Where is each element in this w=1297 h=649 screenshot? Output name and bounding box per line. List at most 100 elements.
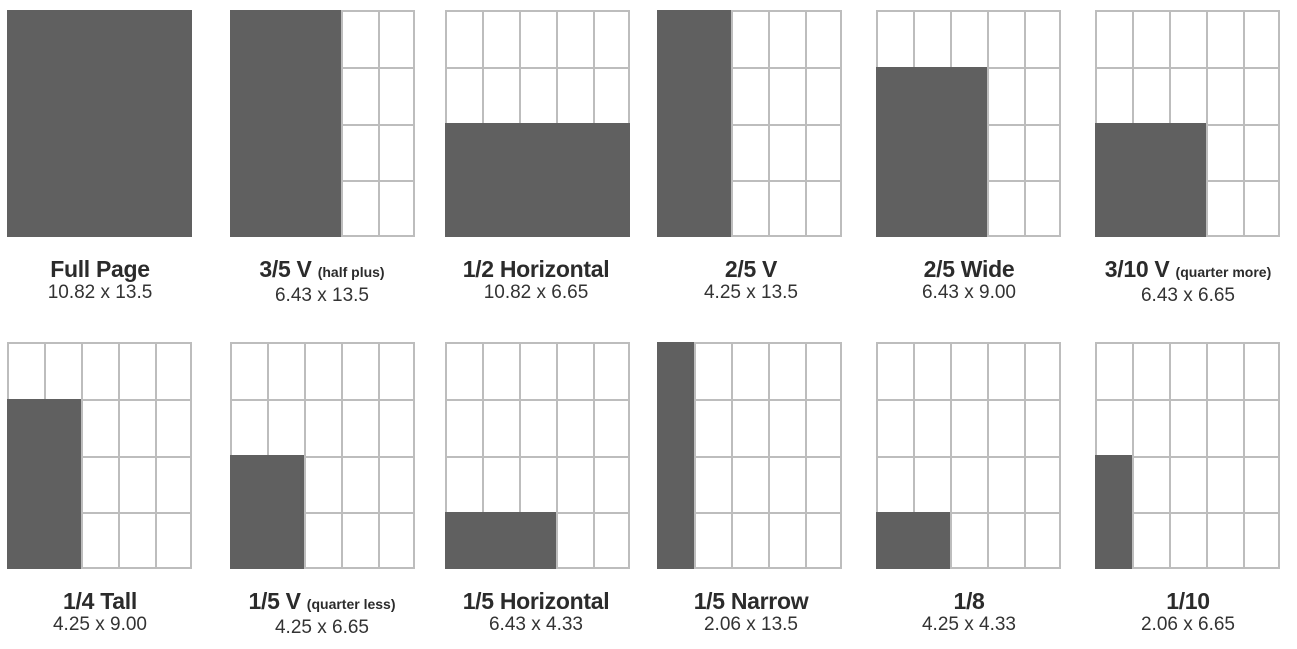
ad-size-dimensions: 4.25 x 4.33 — [921, 614, 1017, 635]
ad-size-name: 1/2 Horizontal — [426, 256, 646, 282]
page-grid — [1095, 342, 1280, 569]
ad-area-block — [657, 10, 731, 237]
grid-column-line — [413, 10, 415, 237]
ad-size-caption: 3/5 V (half plus) 6.43 x 13.5 — [212, 256, 432, 307]
grid-column-line — [413, 342, 415, 569]
grid-column-line — [1278, 342, 1280, 569]
grid-column-line — [987, 10, 989, 237]
ad-size-label: 3/10 V — [1104, 256, 1170, 282]
grid-column-line — [876, 342, 878, 569]
ad-size-dimensions: 10.82 x 13.5 — [47, 282, 153, 303]
ad-size-caption: 1/8 4.25 x 4.33 — [859, 588, 1079, 636]
ad-size-qualifier: (quarter less) — [306, 596, 396, 612]
page-grid — [657, 342, 842, 569]
grid-row-line — [657, 399, 842, 401]
grid-column-line — [1169, 342, 1171, 569]
grid-row-line — [7, 456, 192, 458]
grid-row-line — [445, 342, 630, 344]
page-grid — [445, 342, 630, 569]
ad-area-block — [445, 512, 556, 569]
ad-size-caption: 1/4 Tall 4.25 x 9.00 — [0, 588, 210, 636]
grid-row-line — [230, 456, 415, 458]
grid-column-line — [913, 342, 915, 569]
grid-column-line — [341, 342, 343, 569]
grid-column-line — [1278, 10, 1280, 237]
ad-size-label: 1/8 — [953, 588, 985, 614]
ad-size-caption: 3/10 V (quarter more) 6.43 x 6.65 — [1078, 256, 1297, 307]
grid-row-line — [876, 399, 1061, 401]
ad-size-name: 3/5 V (half plus) — [212, 256, 432, 285]
grid-row-line — [876, 10, 1061, 12]
grid-column-line — [118, 342, 120, 569]
grid-row-line — [230, 399, 415, 401]
page-grid — [230, 342, 415, 569]
grid-row-line — [7, 567, 192, 569]
ad-size-caption: 1/5 V (quarter less) 4.25 x 6.65 — [212, 588, 432, 639]
page-grid — [230, 10, 415, 237]
grid-column-line — [1024, 342, 1026, 569]
grid-row-line — [1095, 399, 1280, 401]
grid-column-line — [1024, 10, 1026, 237]
grid-column-line — [987, 342, 989, 569]
ad-size-dimensions: 6.43 x 9.00 — [921, 282, 1017, 303]
grid-column-line — [805, 10, 807, 237]
grid-column-line — [694, 342, 696, 569]
ad-size-label: Full Page — [50, 256, 150, 282]
grid-row-line — [230, 342, 415, 344]
page-grid — [7, 342, 192, 569]
grid-column-line — [731, 342, 733, 569]
grid-row-line — [876, 567, 1061, 569]
grid-column-line — [768, 10, 770, 237]
ad-size-name: 1/5 Narrow — [641, 588, 861, 614]
grid-column-line — [378, 342, 380, 569]
ad-size-dimensions: 6.43 x 13.5 — [274, 285, 370, 306]
ad-area-block — [445, 123, 630, 237]
ad-size-name: 2/5 Wide — [859, 256, 1079, 282]
grid-row-line — [445, 399, 630, 401]
grid-row-line — [876, 512, 1061, 514]
ad-size-name: 1/5 V (quarter less) — [212, 588, 432, 617]
grid-column-line — [1243, 10, 1245, 237]
grid-column-line — [1206, 10, 1208, 237]
grid-column-line — [155, 342, 157, 569]
grid-column-line — [950, 342, 952, 569]
grid-row-line — [657, 124, 842, 126]
page-grid — [876, 342, 1061, 569]
grid-column-line — [519, 342, 521, 569]
ad-size-name: 2/5 V — [641, 256, 861, 282]
grid-row-line — [657, 342, 842, 344]
ad-area-block — [876, 67, 987, 237]
ad-area-block — [7, 10, 192, 237]
grid-row-line — [657, 235, 842, 237]
grid-row-line — [7, 512, 192, 514]
page-grid — [445, 10, 630, 237]
ad-size-name: 1/10 — [1078, 588, 1297, 614]
grid-column-line — [190, 342, 192, 569]
ad-size-label: 2/5 V — [724, 256, 778, 282]
ad-area-block — [1095, 455, 1132, 569]
grid-row-line — [657, 456, 842, 458]
ad-size-dimensions: 4.25 x 6.65 — [274, 617, 370, 638]
ad-size-dimensions: 4.25 x 9.00 — [52, 614, 148, 635]
grid-column-line — [556, 342, 558, 569]
grid-column-line — [482, 342, 484, 569]
ad-size-caption: 1/2 Horizontal 10.82 x 6.65 — [426, 256, 646, 304]
grid-row-line — [1095, 567, 1280, 569]
grid-column-line — [840, 342, 842, 569]
grid-row-line — [657, 512, 842, 514]
grid-row-line — [1095, 10, 1280, 12]
ad-size-label: 1/10 — [1166, 588, 1210, 614]
grid-column-line — [1243, 342, 1245, 569]
page-grid — [876, 10, 1061, 237]
grid-column-line — [1132, 342, 1134, 569]
grid-column-line — [378, 10, 380, 237]
grid-row-line — [1095, 342, 1280, 344]
ad-size-qualifier: (half plus) — [317, 264, 385, 280]
ad-size-label: 2/5 Wide — [923, 256, 1015, 282]
grid-column-line — [840, 10, 842, 237]
grid-column-line — [1206, 342, 1208, 569]
grid-column-line — [731, 10, 733, 237]
ad-size-qualifier: (quarter more) — [1175, 264, 1272, 280]
ad-size-name: 1/5 Horizontal — [426, 588, 646, 614]
grid-column-line — [805, 342, 807, 569]
